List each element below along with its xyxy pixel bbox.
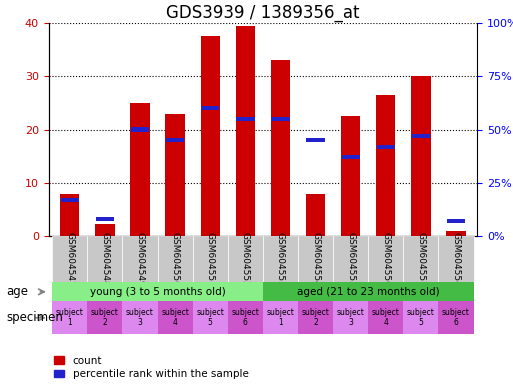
Text: subject
5: subject 5 — [196, 308, 224, 328]
Text: subject
2: subject 2 — [302, 308, 329, 328]
Text: GSM604551: GSM604551 — [206, 232, 215, 286]
Bar — [306, 194, 325, 236]
Bar — [342, 155, 360, 159]
Bar — [123, 236, 157, 282]
Bar — [412, 134, 430, 138]
Bar — [95, 224, 114, 236]
Text: GSM604552: GSM604552 — [241, 232, 250, 286]
Bar — [271, 60, 290, 236]
Bar — [376, 95, 396, 236]
Text: young (3 to 5 months old): young (3 to 5 months old) — [90, 287, 225, 297]
Bar — [377, 144, 395, 149]
Bar — [193, 301, 228, 334]
Bar — [333, 236, 368, 282]
Bar — [228, 301, 263, 334]
Text: subject
5: subject 5 — [407, 308, 435, 328]
Bar — [263, 236, 298, 282]
Bar — [131, 127, 149, 132]
Text: aged (21 to 23 months old): aged (21 to 23 months old) — [297, 287, 440, 297]
Bar — [236, 117, 254, 121]
Text: subject
6: subject 6 — [442, 308, 470, 328]
Bar — [235, 26, 255, 236]
Bar — [61, 198, 79, 202]
Bar — [157, 301, 193, 334]
Bar — [96, 217, 114, 221]
Bar — [52, 282, 263, 301]
Text: subject
4: subject 4 — [161, 308, 189, 328]
Bar — [193, 236, 228, 282]
Bar — [52, 301, 87, 334]
Text: GSM604550: GSM604550 — [171, 232, 180, 286]
Bar — [166, 114, 185, 236]
Bar — [87, 236, 123, 282]
Text: subject
4: subject 4 — [372, 308, 400, 328]
Text: GSM604554: GSM604554 — [311, 232, 320, 286]
Bar — [298, 236, 333, 282]
Text: GSM604553: GSM604553 — [276, 232, 285, 286]
Bar — [411, 76, 430, 236]
Bar — [201, 36, 220, 236]
Bar — [201, 106, 220, 111]
Bar — [123, 301, 157, 334]
Bar — [446, 231, 466, 236]
Text: specimen: specimen — [7, 311, 64, 324]
Text: GSM604558: GSM604558 — [451, 232, 461, 286]
Bar — [333, 301, 368, 334]
Text: GSM604556: GSM604556 — [381, 232, 390, 286]
Bar — [341, 116, 360, 236]
Bar — [403, 236, 439, 282]
Text: subject
3: subject 3 — [337, 308, 365, 328]
Text: subject
1: subject 1 — [267, 308, 294, 328]
Text: subject
1: subject 1 — [56, 308, 84, 328]
Bar — [368, 301, 403, 334]
Bar — [439, 236, 473, 282]
Bar — [263, 301, 298, 334]
Bar — [439, 301, 473, 334]
Bar — [447, 219, 465, 223]
Text: subject
3: subject 3 — [126, 308, 154, 328]
Bar — [263, 282, 473, 301]
Bar — [228, 236, 263, 282]
Legend: count, percentile rank within the sample: count, percentile rank within the sample — [54, 356, 249, 379]
Text: subject
2: subject 2 — [91, 308, 119, 328]
Bar — [298, 301, 333, 334]
Bar — [87, 301, 123, 334]
Text: GSM604548: GSM604548 — [101, 232, 109, 286]
Text: GSM604555: GSM604555 — [346, 232, 355, 286]
Bar — [52, 236, 87, 282]
Text: subject
6: subject 6 — [231, 308, 259, 328]
Bar — [157, 236, 193, 282]
Bar — [166, 138, 184, 142]
Text: GSM604557: GSM604557 — [417, 232, 425, 286]
Bar — [306, 138, 325, 142]
Bar — [368, 236, 403, 282]
Text: GSM604549: GSM604549 — [135, 232, 145, 286]
Title: GDS3939 / 1389356_at: GDS3939 / 1389356_at — [166, 4, 360, 22]
Text: GSM604547: GSM604547 — [65, 232, 74, 286]
Bar — [60, 194, 80, 236]
Bar — [271, 117, 290, 121]
Bar — [130, 103, 150, 236]
Bar — [403, 301, 439, 334]
Text: age: age — [7, 285, 29, 298]
